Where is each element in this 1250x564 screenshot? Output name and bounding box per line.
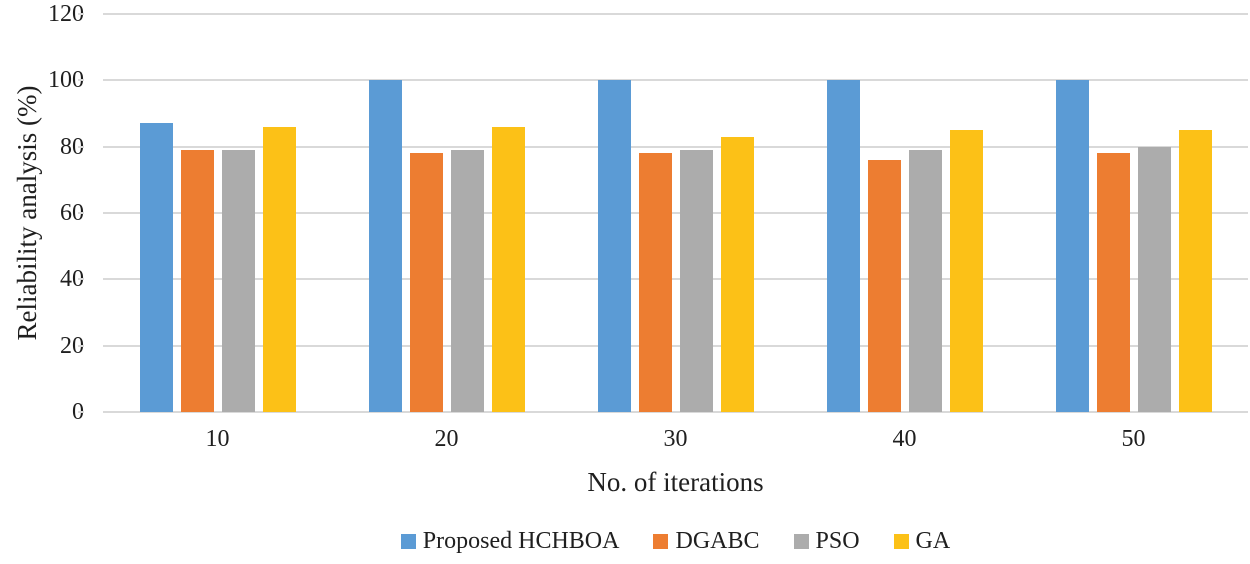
- bar-ga: [262, 126, 296, 412]
- bar-pso: [1137, 146, 1171, 412]
- legend-label: GA: [915, 528, 951, 554]
- bar-proposed-hchboa: [368, 80, 402, 412]
- gridline: [103, 13, 1248, 15]
- y-tick-label: 40: [60, 266, 84, 293]
- x-axis-title: No. of iterations: [587, 467, 764, 497]
- x-axis-ticks: 10 20 30 40 50: [103, 424, 1248, 454]
- gridline: [103, 212, 1248, 214]
- bar-ga: [1178, 130, 1212, 412]
- bar-group: [103, 14, 332, 412]
- legend: Proposed HCHBOA DGABC PSO GA: [103, 527, 1248, 555]
- x-tick-label: 40: [892, 426, 917, 452]
- bar-pso: [908, 149, 942, 412]
- bar-dgabc: [1096, 153, 1130, 412]
- legend-label: Proposed HCHBOA: [422, 528, 620, 554]
- legend-item: DGABC: [653, 527, 760, 555]
- bar-group: [332, 14, 561, 412]
- bar-ga: [949, 130, 983, 412]
- y-tick-mark: [78, 13, 84, 15]
- bar-pso: [679, 149, 713, 412]
- bar-ga: [491, 126, 525, 412]
- bar-proposed-hchboa: [597, 80, 631, 412]
- y-tick-mark: [78, 411, 84, 413]
- y-tick-mark: [78, 145, 84, 148]
- legend-item: GA: [893, 527, 951, 555]
- y-tick-mark: [78, 212, 84, 214]
- bar-groups: [103, 14, 1248, 412]
- bar-dgabc: [409, 153, 443, 412]
- x-tick-label: 20: [434, 426, 459, 452]
- bar-dgabc: [180, 149, 214, 412]
- bar-dgabc: [638, 153, 672, 412]
- legend-item: PSO: [793, 527, 860, 555]
- gridline: [103, 344, 1248, 347]
- gridline: [103, 145, 1248, 148]
- bar-dgabc: [867, 159, 901, 412]
- y-tick-mark: [78, 278, 84, 281]
- bar-group: [790, 14, 1019, 412]
- y-tick-label: 100: [48, 67, 84, 94]
- plot-area: [103, 13, 1248, 413]
- y-tick-mark: [78, 79, 84, 82]
- legend-swatch-icon: [400, 533, 416, 549]
- bar-group: [1019, 14, 1248, 412]
- legend-swatch-icon: [653, 533, 669, 549]
- bar-proposed-hchboa: [139, 123, 173, 412]
- bar-ga: [720, 136, 754, 412]
- gridline: [103, 79, 1248, 82]
- bar-pso: [221, 149, 255, 412]
- bar-proposed-hchboa: [1055, 80, 1089, 412]
- x-tick-label: 10: [205, 426, 230, 452]
- legend-label: DGABC: [675, 528, 760, 554]
- y-tick-label: 120: [48, 1, 84, 27]
- bar-group: [561, 14, 790, 412]
- y-tick-label: 0: [8, 399, 84, 425]
- x-tick-label: 30: [663, 426, 688, 452]
- gridline: [103, 278, 1248, 281]
- legend-swatch-icon: [793, 533, 809, 549]
- y-tick-mark: [78, 344, 84, 347]
- x-tick-label: 50: [1121, 426, 1146, 452]
- legend-label: PSO: [815, 528, 860, 554]
- y-tick-label: 20: [60, 332, 84, 359]
- legend-item: Proposed HCHBOA: [400, 527, 620, 555]
- gridline: [103, 411, 1248, 413]
- y-tick-label: 80: [60, 133, 84, 160]
- y-tick-label: 60: [60, 200, 84, 226]
- bar-pso: [450, 149, 484, 412]
- legend-swatch-icon: [893, 533, 909, 549]
- bar-proposed-hchboa: [826, 80, 860, 412]
